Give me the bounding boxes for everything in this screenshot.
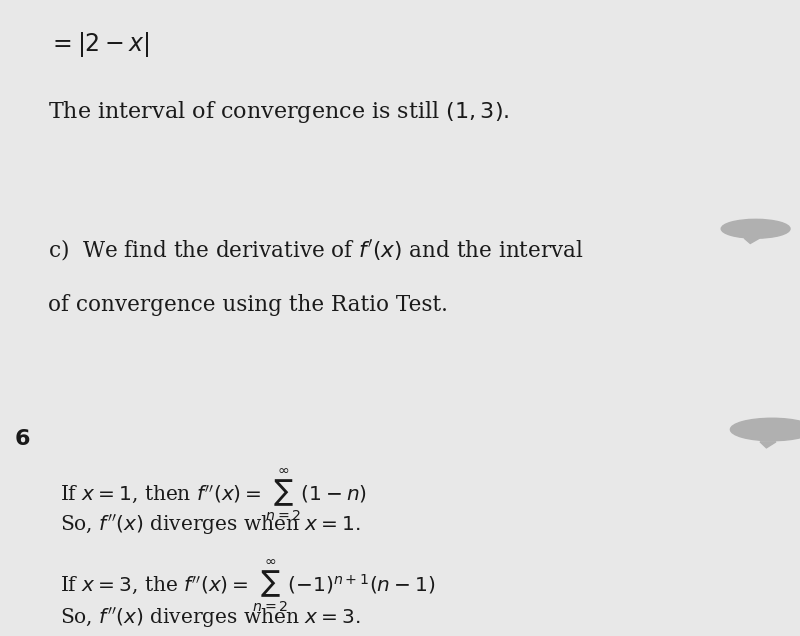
Text: of convergence using the Ratio Test.: of convergence using the Ratio Test. <box>48 294 448 316</box>
Text: $= |2 - x|$: $= |2 - x|$ <box>48 30 150 59</box>
Polygon shape <box>760 442 776 448</box>
Text: So, $f''(x)$ diverges when $x = 1.$: So, $f''(x)$ diverges when $x = 1.$ <box>60 513 361 537</box>
Text: If $x = 3$, the $f''(x) = \sum_{n=2}^{\infty}(-1)^{n+1}(n - 1)$: If $x = 3$, the $f''(x) = \sum_{n=2}^{\i… <box>60 558 435 614</box>
Text: The interval of convergence is still $(1, 3).$: The interval of convergence is still $(1… <box>48 99 510 125</box>
Text: c)  We find the derivative of $f'(x)$ and the interval: c) We find the derivative of $f'(x)$ and… <box>48 237 584 262</box>
Text: So, $f''(x)$ diverges when $x = 3.$: So, $f''(x)$ diverges when $x = 3.$ <box>60 605 361 630</box>
Polygon shape <box>744 238 759 244</box>
Circle shape <box>730 418 800 441</box>
Text: If $x = 1$, then $f''(x) = \sum_{n=2}^{\infty}(1 - n)$: If $x = 1$, then $f''(x) = \sum_{n=2}^{\… <box>60 467 367 523</box>
Text: $\mathbf{6}$: $\mathbf{6}$ <box>14 429 30 450</box>
Circle shape <box>722 219 790 238</box>
